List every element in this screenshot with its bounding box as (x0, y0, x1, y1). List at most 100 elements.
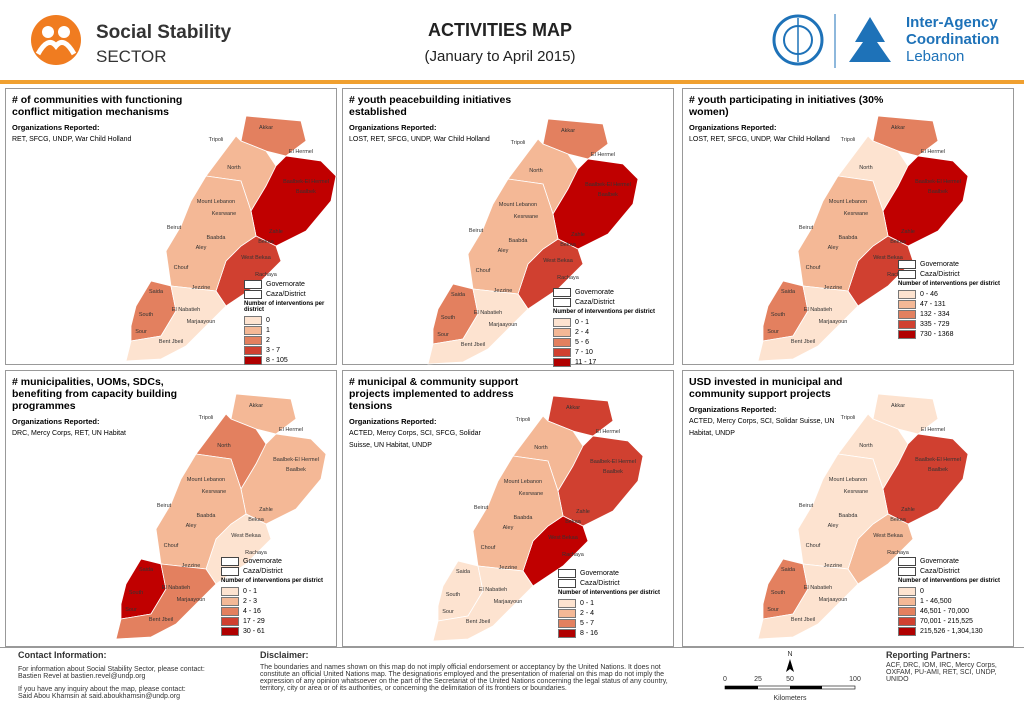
map-label: Mount Lebanon (499, 202, 537, 208)
map-label: El Hermel (591, 152, 615, 158)
legend-label: 0 - 1 (580, 599, 595, 607)
legend-item: 8 - 16 (558, 628, 660, 638)
map-label: Baabda (839, 513, 859, 519)
panel-title: # of communities with functioning confli… (12, 94, 212, 146)
map-label: Akkar (566, 405, 580, 411)
map-label: Marjaayoun (177, 597, 206, 603)
region (797, 175, 889, 292)
panel-title-text: USD invested in municipal and community … (689, 376, 843, 400)
map-label: Beirut (474, 505, 489, 511)
map-label: El Nabatieh (172, 307, 200, 313)
legend: Governorate Caza/District Number of interv… (221, 556, 323, 636)
legend-key: Governorate (558, 568, 660, 578)
legend-swatch (558, 628, 576, 638)
map-label: Zahle (269, 229, 283, 235)
legend-swatch (898, 626, 916, 636)
legend-label: 0 - 1 (575, 318, 590, 326)
legend-label: 0 - 46 (920, 290, 938, 298)
legend-item: 2 - 3 (221, 596, 323, 606)
legend-item: 335 - 729 (898, 319, 1000, 329)
legend-swatch (553, 317, 571, 327)
region (432, 565, 534, 642)
legend-swatch (898, 319, 916, 329)
map: Akkar Tripoli El Hermel North Baalbek-El Her… (427, 118, 639, 365)
legend-swatch (553, 327, 571, 337)
legend-item: 1 (244, 325, 336, 335)
legend-item: 46,501 - 70,000 (898, 606, 1000, 616)
map-label: Zahle (901, 229, 915, 235)
un-logos (772, 14, 891, 68)
coordination-line: Coordination (906, 31, 1000, 48)
legend-key: Caza/District (221, 566, 323, 576)
legend-key: Caza/District (898, 566, 1000, 576)
org-list: RET, SFCG, UNDP, War Child Holland (12, 136, 132, 143)
legend-item: 0 - 1 (221, 586, 323, 596)
map-label: Baalbek (296, 189, 316, 195)
org-label: Organizations Reported: (349, 417, 437, 426)
map-label: Tripoli (199, 415, 214, 421)
legend-key: Caza/District (898, 269, 1000, 279)
map-label: Saida (456, 569, 471, 575)
map-label: Baalbek-El Hermel (915, 457, 961, 463)
legend-swatch (244, 325, 262, 335)
legend-swatch (553, 347, 571, 357)
region (125, 285, 227, 362)
north: N (787, 651, 792, 658)
footer-rule (0, 647, 1024, 648)
legend-swatch (553, 357, 571, 367)
legend-label: 46,501 - 70,000 (920, 607, 970, 615)
contact: Contact Information: For information abo… (18, 650, 243, 700)
disclaimer-title: Disclaimer: (260, 650, 309, 660)
legend-label: 5 - 6 (575, 338, 590, 346)
legend-key: Governorate (244, 279, 336, 289)
map-label: Chouf (806, 265, 821, 271)
panel-title: # municipalities, UOMs, SDCs, benefiting… (12, 376, 212, 440)
map-label: El Hermel (921, 427, 945, 433)
map-label: South (129, 590, 143, 596)
disclaimer-text: The boundaries and names shown on this m… (260, 664, 668, 692)
region (115, 563, 217, 640)
map-label: Kesrwane (212, 211, 236, 217)
contact-line: If you have any inquiry about the map, p… (18, 686, 186, 693)
org-list: ACTED, Mercy Corps, SCI, SFCG, Solidar S… (349, 430, 481, 449)
map-label: North (227, 165, 240, 171)
legend-swatch (558, 578, 576, 588)
legend-key-label: Caza/District (266, 290, 306, 298)
org-label: Organizations Reported: (12, 417, 100, 426)
map-label: Jezzine (192, 285, 211, 291)
legend-swatch (898, 616, 916, 626)
map-label: Jezzine (499, 565, 518, 571)
legend-swatch (898, 309, 916, 319)
legend-item: 730 - 1368 (898, 329, 1000, 339)
map-label: Akkar (891, 403, 905, 409)
map-label: Akkar (259, 125, 273, 131)
map-label: Marjaayoun (819, 597, 848, 603)
map-label: Mount Lebanon (829, 199, 867, 205)
legend-item: 4 - 16 (221, 606, 323, 616)
legend-swatch (558, 618, 576, 628)
map-label: Bekaa (248, 517, 265, 523)
map-label: Bent Jbeil (791, 339, 815, 345)
legend-item: 70,001 - 215,525 (898, 616, 1000, 626)
legend-key-label: Governorate (920, 260, 959, 268)
panel: Akkar Tripoli El Hermel North Baalbek-El Her… (682, 88, 1014, 365)
legend-swatch (898, 556, 916, 566)
map-label: Marjaayoun (489, 322, 518, 328)
map-label: Baalbek-El Hermel (585, 182, 631, 188)
legend: Governorate Caza/District Number of interv… (898, 556, 1000, 636)
legend: Governorate Caza/District Number of interv… (244, 279, 336, 365)
legend-swatch (221, 586, 239, 596)
partners: Reporting Partners: ACF, DRC, IOM, IRC, … (886, 650, 1016, 683)
map-label: Baalbek (286, 467, 306, 473)
map-label: Saida (781, 567, 796, 573)
legend-item: 8 - 105 (244, 355, 336, 365)
map-label: Rachaya (562, 552, 585, 558)
legend-label: 30 - 61 (243, 627, 265, 635)
legend-item: 2 - 4 (553, 327, 655, 337)
map-label: West Bekaa (543, 258, 573, 264)
legend-label: 0 (920, 587, 924, 595)
legend-swatch (898, 259, 916, 269)
scale-label: 25 (754, 676, 762, 683)
map-label: Baabda (839, 235, 859, 241)
